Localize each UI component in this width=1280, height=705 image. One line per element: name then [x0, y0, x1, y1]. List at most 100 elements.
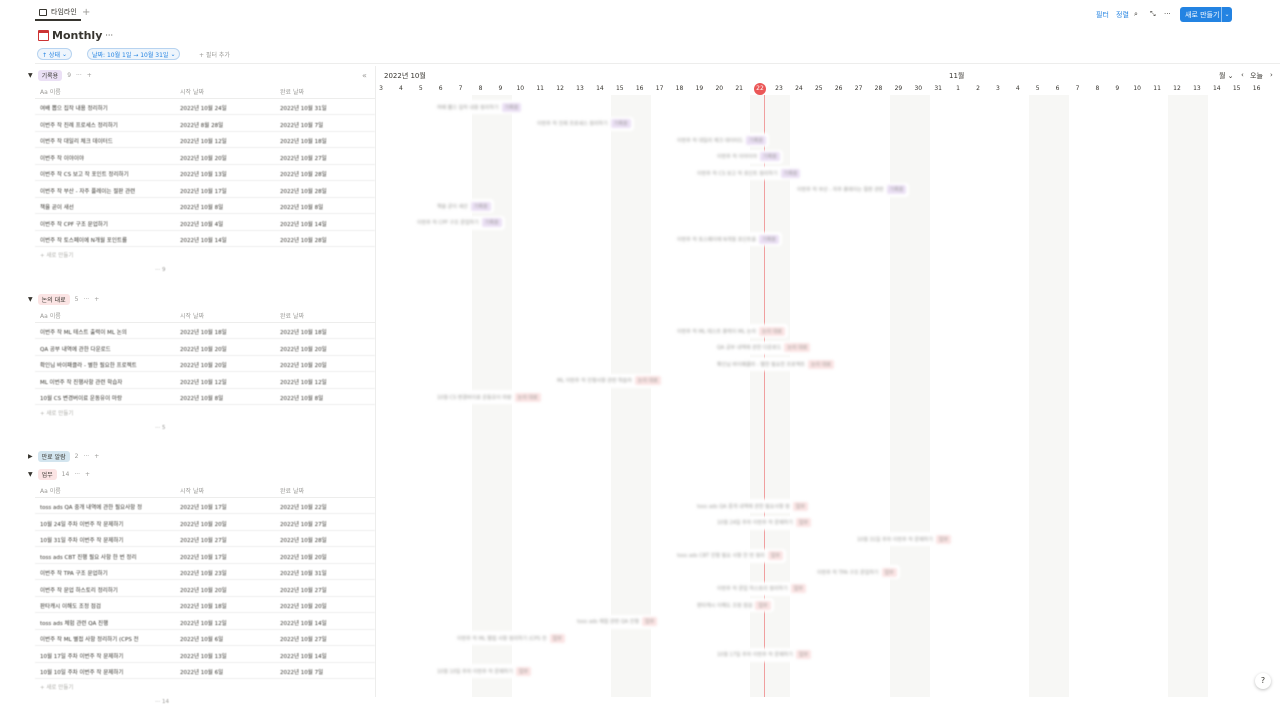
expand-icon[interactable]: ⤡: [1150, 10, 1156, 18]
timeline-bar[interactable]: 10월 31일 주차 이번주 작 문제하기 업무: [854, 532, 955, 546]
collapse-icon[interactable]: «: [362, 71, 367, 80]
column-start[interactable]: 시작 날짜: [180, 89, 204, 96]
timeline-bar[interactable]: QA 공부 내역에 관한 다운로드 논의 대료: [714, 340, 814, 355]
timeline-bar[interactable]: 이번주 작 CPF 구조 문업하기 기록용: [414, 215, 505, 230]
more-icon[interactable]: ···: [105, 31, 114, 40]
table-row[interactable]: 이번주 작 이야이야 2022년 10월 20일 2022년 10월 27일: [35, 149, 375, 165]
table-row[interactable]: 10월 17일 주차 이번주 작 문제하기 2022년 10월 13일 2022년 …: [35, 647, 375, 663]
table-row[interactable]: 이번주 작 진례 프로세스 정리하기 2022년 8월 28일 2022년 10월 …: [35, 116, 375, 132]
table-row[interactable]: 이번주 작 ML 테스트 출력이 ML 논의 2022년 10월 18일 2022년…: [35, 323, 375, 339]
table-row[interactable]: QA 공부 내역에 관한 다운로드 2022년 10월 20일 2022년 10월 …: [35, 340, 375, 356]
triangle-down-icon[interactable]: ▼: [28, 470, 33, 478]
chevron-down-icon[interactable]: ⌄: [1221, 7, 1232, 22]
table-row[interactable]: 이번주 작 부산 - 자주 플레이는 절판 관련 2022년 10월 17일 202…: [35, 182, 375, 198]
timeline-bar[interactable]: 이번주 작 진례 프로세스 정리하기 기록용: [534, 116, 634, 131]
column-end[interactable]: 완료 날짜: [280, 488, 304, 495]
help-button[interactable]: ?: [1255, 673, 1271, 689]
new-button[interactable]: 새로 만들기 ⌄: [1180, 7, 1232, 22]
column-name[interactable]: Aa 이름: [40, 488, 61, 495]
triangle-down-icon[interactable]: ▼: [28, 295, 33, 303]
sort-button[interactable]: 정렬: [1116, 11, 1129, 19]
group-header[interactable]: ▼ 기록용 9 ··· +: [28, 69, 92, 81]
cell-name: toss ads CBT 진행 필요 사항 한 번 정리: [40, 554, 137, 561]
table-row[interactable]: 10월 CS 변경버이료 운동유이 마랑 2022년 10월 8일 2022년 10…: [35, 389, 375, 405]
timeline-bar[interactable]: 책을 곧이 새선 기록용: [434, 199, 494, 213]
column-name[interactable]: Aa 이름: [40, 313, 61, 320]
timeline-bar[interactable]: 10월 CS 변경버이료 운동유이 마랑 논의 대료: [434, 390, 544, 404]
timeline-bar[interactable]: 여배 뽑으 집작 내용 정리하기 기록용: [434, 100, 525, 114]
table-row[interactable]: 10월 24일 주차 이번주 작 문제하기 2022년 10월 20일 2022년 …: [35, 515, 375, 531]
timeline-bar[interactable]: 이번주 작 토스페이에 N개월 포인트를 기록용: [674, 232, 782, 246]
add-view-icon[interactable]: +: [82, 7, 91, 18]
table-row[interactable]: 확인님 바이패클라 - 별한 필요한 프로젝트 2022년 10월 20일 2022…: [35, 356, 375, 372]
table-row[interactable]: 이번주 작 CS 보고 작 포인트 정리하기 2022년 10월 13일 2022년…: [35, 165, 375, 181]
table-row[interactable]: 10월 10일 주차 이번주 작 문제하기 2022년 10월 6일 2022년 1…: [35, 663, 375, 679]
add-icon[interactable]: +: [94, 295, 100, 303]
new-row-button[interactable]: + 새로 만들기: [40, 252, 74, 259]
table-row[interactable]: 이번주 작 토스페이에 N개월 포인트를 2022년 10월 14일 2022년 1…: [35, 231, 375, 247]
column-end[interactable]: 완료 날짜: [280, 89, 304, 96]
timeline-bar[interactable]: 이번주 작 TPA 구조 문업하기 업무: [814, 565, 900, 579]
timeline-bar[interactable]: 이번주 작 문업 하스토리 정리하기 업무: [714, 581, 809, 596]
filter-button[interactable]: 필터: [1096, 11, 1109, 19]
more-icon[interactable]: ···: [1164, 10, 1171, 18]
today-button[interactable]: 오늘: [1250, 72, 1263, 80]
timeline-bar[interactable]: 이번주 작 이야이야 기록용: [714, 149, 783, 164]
prev-icon[interactable]: ‹: [1241, 71, 1244, 79]
timeline-bar[interactable]: 10월 24일 주차 이번주 작 문제하기 업무: [714, 515, 815, 530]
more-icon[interactable]: ···: [83, 295, 90, 303]
table-row[interactable]: toss ads QA 중개 내역에 관한 필요사항 정 2022년 10월 17…: [35, 498, 375, 514]
table-row[interactable]: 10월 31일 주차 이번주 작 문제하기 2022년 10월 27일 2022년 …: [35, 531, 375, 547]
tab-timeline[interactable]: 타임라인: [35, 5, 81, 21]
column-start[interactable]: 시작 날짜: [180, 313, 204, 320]
table-row[interactable]: 이번주 작 ML 별접 사항 정리하기 (CPS 전 2022년 10월 6일 20…: [35, 630, 375, 646]
new-row-button[interactable]: + 새로 만들기: [40, 410, 74, 417]
group-header[interactable]: ▶ 만료 알람 2 ··· +: [28, 450, 99, 462]
timeline-bar[interactable]: toss ads QA 중개 내역에 관한 필요사항 정 업무: [694, 499, 811, 513]
table-row[interactable]: toss ads 체험 관련 QA 진행 2022년 10월 12일 2022년 1…: [35, 614, 375, 630]
timeline-bar[interactable]: 판타캐시 이해도 조정 점검 업무: [694, 598, 774, 612]
timeline-bar[interactable]: 이번주 작 ML 테스트 출력이 ML 논의 논의 대료: [674, 324, 788, 338]
search-icon[interactable]: ⌕: [1134, 10, 1138, 18]
add-icon[interactable]: +: [86, 71, 92, 79]
date-filter-chip[interactable]: 날짜: 10월 1일 → 10월 31일 ⌄: [87, 48, 181, 60]
new-row-button[interactable]: + 새로 만들기: [40, 684, 74, 691]
table-row[interactable]: 여배 뽑으 집작 내용 정리하기 2022년 10월 24일 2022년 10월 3…: [35, 99, 375, 115]
table-row[interactable]: toss ads CBT 진행 필요 사항 한 번 정리 2022년 10월 17…: [35, 548, 375, 564]
status-sort-chip[interactable]: ↑ 상태 ⌄: [37, 48, 73, 60]
triangle-down-icon[interactable]: ▼: [28, 71, 33, 79]
more-icon[interactable]: ···: [74, 470, 81, 478]
group-header[interactable]: ▼ 업무 14 ··· +: [28, 468, 90, 480]
next-icon[interactable]: ›: [1270, 71, 1273, 79]
timeline-bar[interactable]: ML 이번주 작 진행사항 관련 학습자 논의 대료: [554, 373, 664, 388]
triangle-right-icon[interactable]: ▶: [28, 452, 33, 460]
table-row[interactable]: 이번주 작 대일리 체크 데이터드 2022년 10월 12일 2022년 10월 …: [35, 132, 375, 148]
timeline-bar[interactable]: 이번주 작 CS 보고 작 포인트 정리하기 기록용: [694, 166, 804, 180]
day-label: 26: [834, 85, 843, 92]
table-row[interactable]: 책을 곧이 새선 2022년 10월 8일 2022년 10월 8일: [35, 198, 375, 214]
table-row[interactable]: 이번주 작 문업 하스토리 정리하기 2022년 10월 20일 2022년 10월…: [35, 581, 375, 597]
timeline-bar[interactable]: toss ads CBT 진행 필요 사항 한 번 정리 업무: [674, 548, 786, 563]
more-icon[interactable]: ···: [76, 71, 82, 79]
add-filter-button[interactable]: + 필터 추가: [199, 52, 230, 59]
table-row[interactable]: 이번주 작 TPA 구조 문업하기 2022년 10월 23일 2022년 10월 …: [35, 564, 375, 580]
timeline-bar[interactable]: 이번주 작 ML 별접 사항 정리하기 (CPS 전 업무: [454, 631, 568, 645]
table-row[interactable]: ML 이번주 작 진행사항 관련 학습자 2022년 10월 12일 2022년 1…: [35, 373, 375, 389]
table-row[interactable]: 판타캐시 이해도 조정 점검 2022년 10월 18일 2022년 10월 20일: [35, 597, 375, 613]
timeline-bar[interactable]: 이번주 작 부산 - 자주 플레이는 절판 관련 기록용: [794, 182, 910, 197]
column-start[interactable]: 시작 날짜: [180, 488, 204, 495]
timeline-bar[interactable]: 확인님 바이패클라 - 별한 필요한 프로젝트 논의 대료: [714, 357, 837, 371]
scale-select[interactable]: 월 ⌄: [1219, 72, 1234, 80]
add-icon[interactable]: +: [94, 452, 100, 460]
group-header[interactable]: ▼ 논의 대료 5 ··· +: [28, 293, 99, 305]
timeline-bar[interactable]: toss ads 체험 관련 QA 진행 업무: [574, 614, 661, 629]
more-icon[interactable]: ···: [83, 452, 90, 460]
timeline-area[interactable]: [375, 66, 1280, 697]
timeline-bar[interactable]: 10월 10일 주차 이번주 작 문제하기 업무: [434, 664, 535, 678]
column-end[interactable]: 완료 날짜: [280, 313, 304, 320]
column-name[interactable]: Aa 이름: [40, 89, 61, 96]
table-row[interactable]: 이번주 작 CPF 구조 문업하기 2022년 10월 4일 2022년 10월 1…: [35, 215, 375, 231]
add-icon[interactable]: +: [85, 470, 91, 478]
timeline-bar[interactable]: 10월 17일 주차 이번주 작 문제하기 업무: [714, 647, 815, 662]
timeline-bar[interactable]: 이번주 작 대일리 체크 데이터드 기록용: [674, 133, 769, 147]
